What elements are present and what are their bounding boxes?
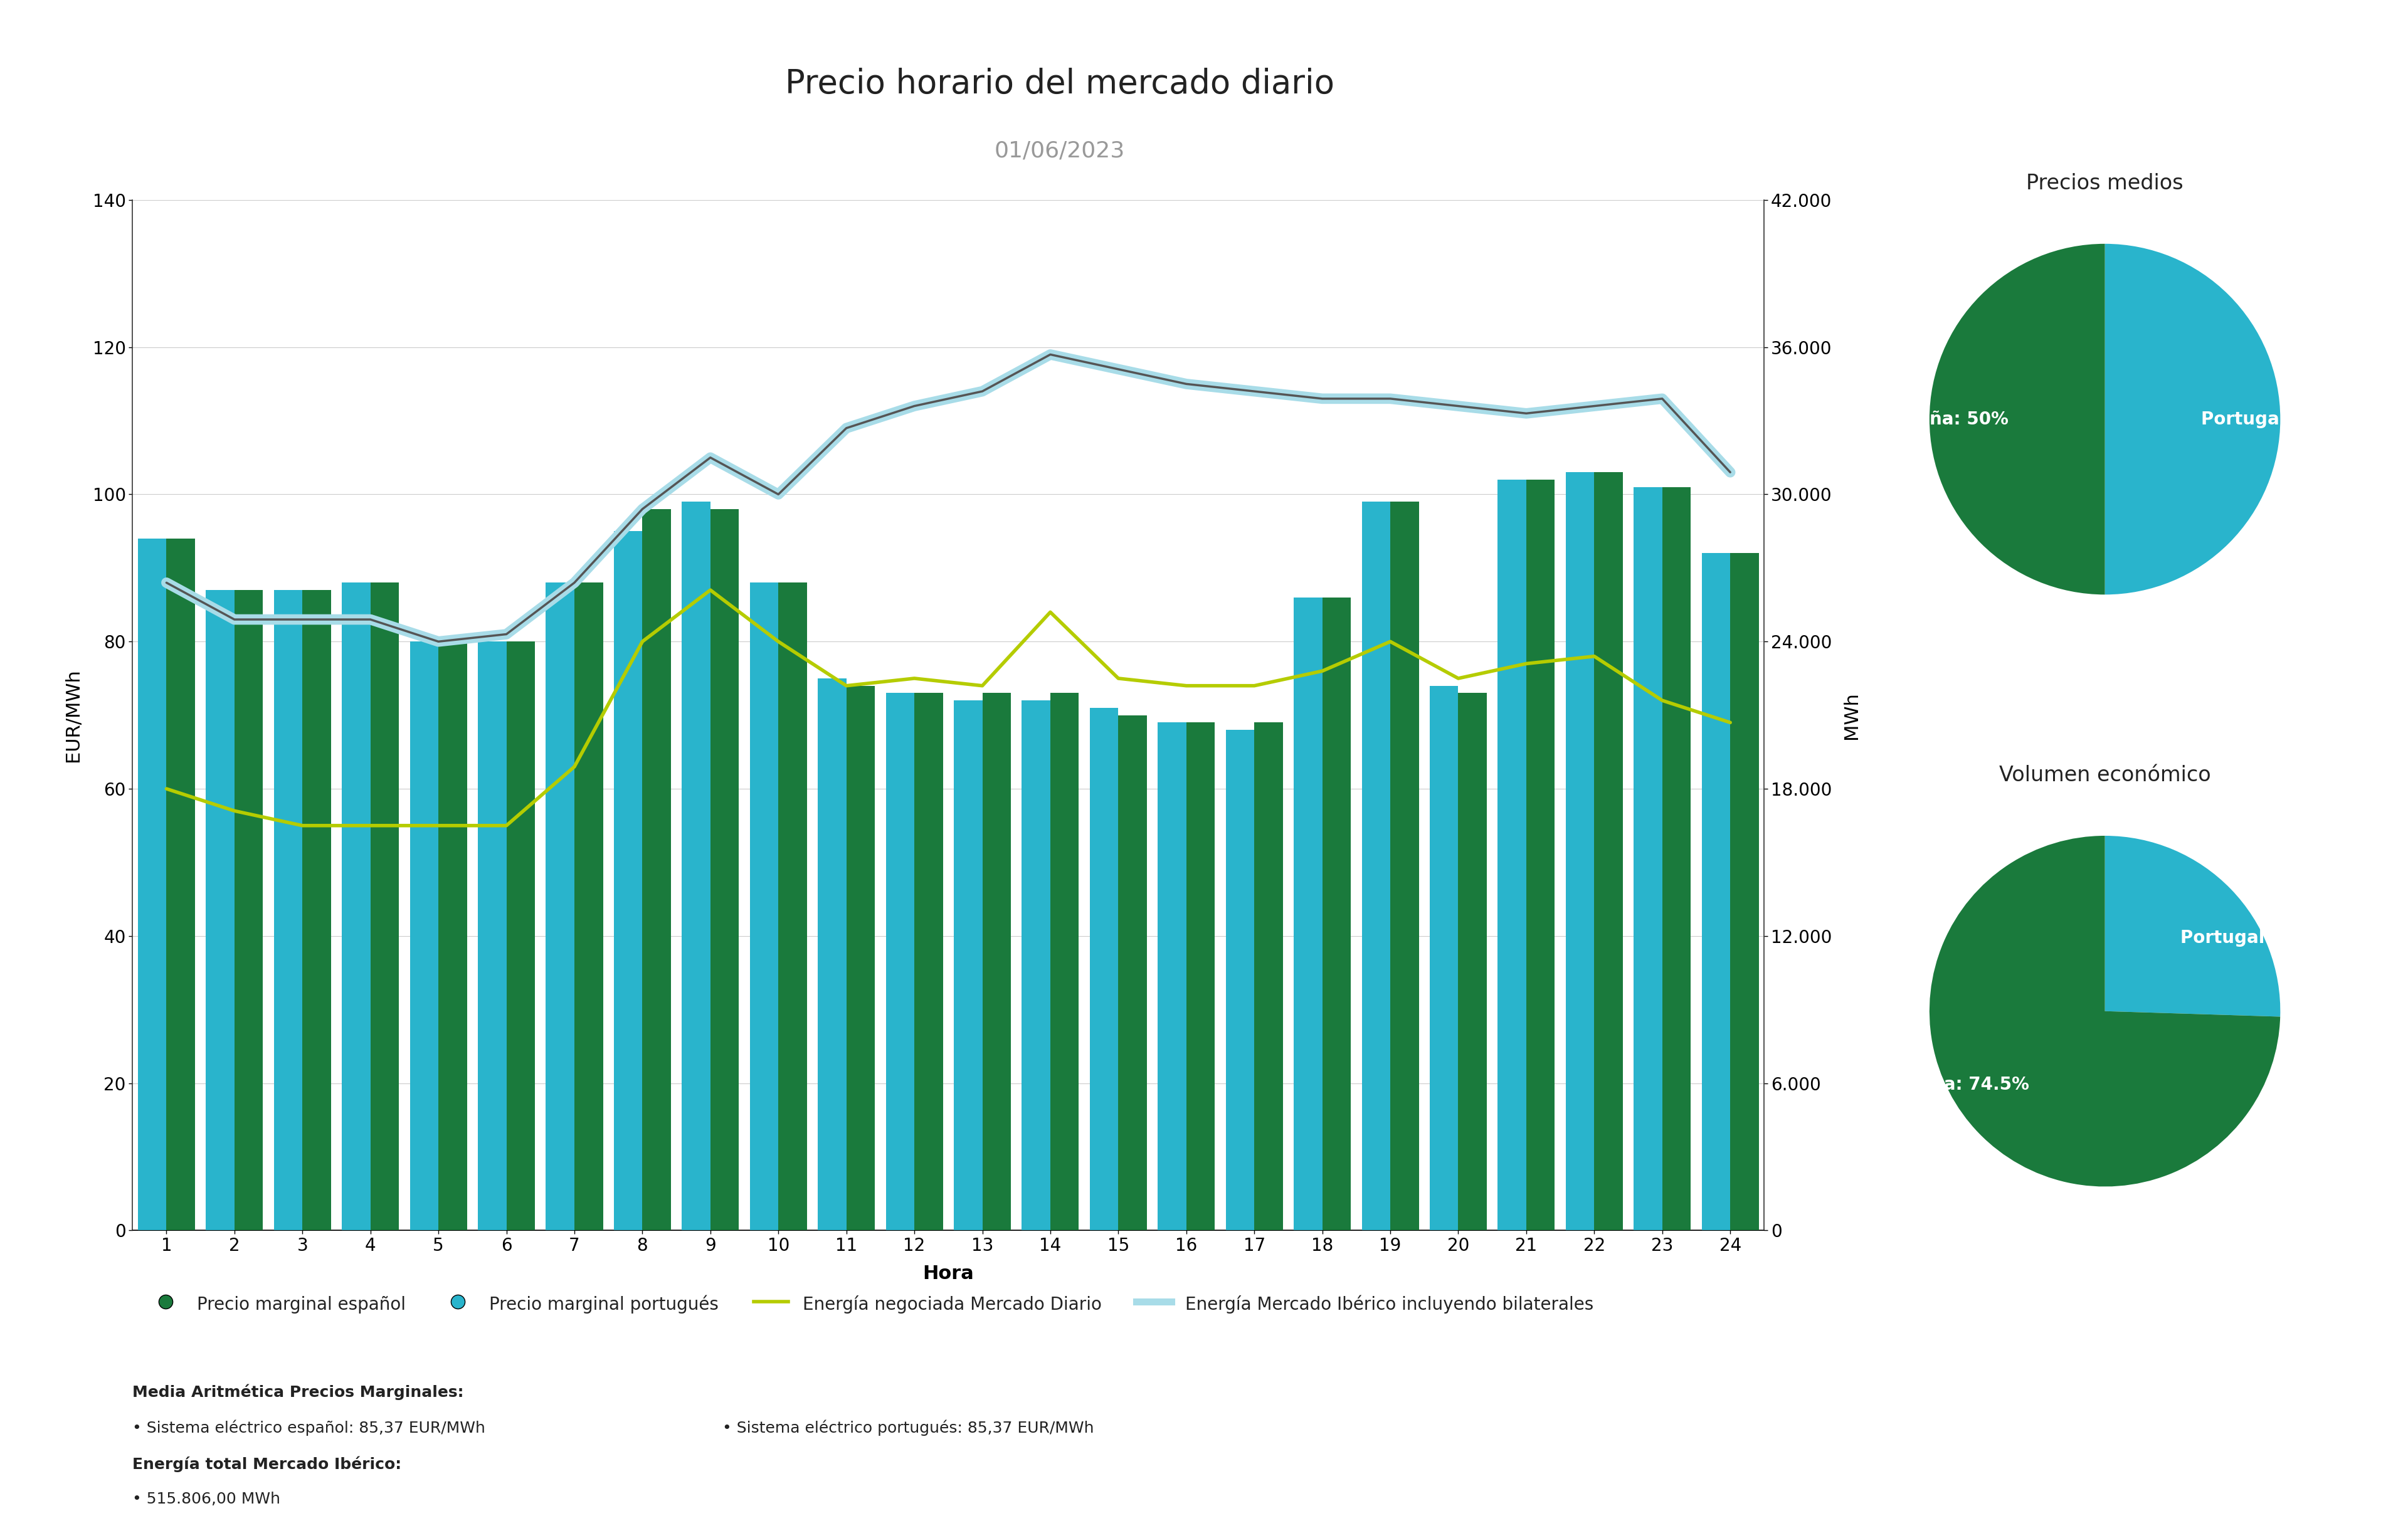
Bar (1187, 723, 1216, 1230)
Bar (819, 678, 845, 1230)
Bar (1565, 472, 1594, 1230)
Bar (982, 694, 1011, 1230)
Bar (1430, 686, 1459, 1230)
Text: • 515.806,00 MWh: • 515.806,00 MWh (132, 1492, 279, 1507)
Bar (614, 531, 643, 1230)
X-axis label: Hora: Hora (922, 1264, 973, 1283)
Text: Energía total Mercado Ibérico:: Energía total Mercado Ibérico: (132, 1456, 402, 1472)
Bar (234, 591, 262, 1230)
Bar (547, 583, 576, 1230)
Bar (1091, 707, 1117, 1230)
Text: Precio horario del mercado diario: Precio horario del mercado diario (785, 68, 1334, 100)
Wedge shape (1929, 835, 2280, 1186)
Bar (1594, 472, 1623, 1230)
Bar (1226, 731, 1255, 1230)
Bar (1158, 723, 1187, 1230)
Bar (749, 583, 778, 1230)
Bar (1459, 694, 1486, 1230)
Bar (845, 686, 874, 1230)
Bar (710, 509, 739, 1230)
Text: 01/06/2023: 01/06/2023 (995, 140, 1125, 161)
Bar (371, 583, 400, 1230)
Bar (1293, 597, 1322, 1230)
Bar (1363, 501, 1389, 1230)
Title: Volumen económico: Volumen económico (1999, 764, 2211, 786)
Bar (1662, 488, 1690, 1230)
Bar (1633, 488, 1662, 1230)
Bar (1021, 700, 1050, 1230)
Bar (1050, 694, 1079, 1230)
Y-axis label: EUR/MWh: EUR/MWh (65, 669, 82, 761)
Bar (1389, 501, 1418, 1230)
Bar (303, 591, 330, 1230)
Bar (275, 591, 303, 1230)
Bar (438, 641, 467, 1230)
Text: Portugal: 50%: Portugal: 50% (2201, 411, 2341, 428)
Bar (1731, 554, 1758, 1230)
Bar (137, 538, 166, 1230)
Bar (778, 583, 807, 1230)
Title: Precios medios: Precios medios (2025, 174, 2184, 194)
Legend: Precio marginal español, Precio marginal portugués, Energía negociada Mercado Di: Precio marginal español, Precio marginal… (142, 1286, 1601, 1321)
Bar (681, 501, 710, 1230)
Bar (1702, 554, 1731, 1230)
Wedge shape (2105, 835, 2280, 1017)
Bar (342, 583, 371, 1230)
Bar (1498, 480, 1527, 1230)
Bar (506, 641, 535, 1230)
Bar (166, 538, 195, 1230)
Bar (954, 700, 982, 1230)
Text: Media Aritmética Precios Marginales:: Media Aritmética Precios Marginales: (132, 1384, 465, 1400)
Bar (643, 509, 672, 1230)
Bar (1527, 480, 1556, 1230)
Bar (1117, 715, 1146, 1230)
Bar (576, 583, 602, 1230)
Bar (409, 641, 438, 1230)
Bar (1255, 723, 1283, 1230)
Bar (205, 591, 234, 1230)
Text: • Sistema eléctrico portugués: 85,37 EUR/MWh: • Sistema eléctrico portugués: 85,37 EUR… (722, 1420, 1093, 1435)
Text: España: 50%: España: 50% (1883, 411, 2008, 428)
Wedge shape (2105, 245, 2280, 595)
Wedge shape (1929, 245, 2105, 595)
Text: Portugal: 25.5%: Portugal: 25.5% (2182, 929, 2338, 947)
Bar (1322, 597, 1351, 1230)
Y-axis label: MWh: MWh (1842, 692, 1861, 738)
Bar (886, 694, 915, 1230)
Text: España: 74.5%: España: 74.5% (1885, 1075, 2030, 1094)
Bar (915, 694, 944, 1230)
Bar (477, 641, 506, 1230)
Text: • Sistema eléctrico español: 85,37 EUR/MWh: • Sistema eléctrico español: 85,37 EUR/M… (132, 1420, 486, 1435)
